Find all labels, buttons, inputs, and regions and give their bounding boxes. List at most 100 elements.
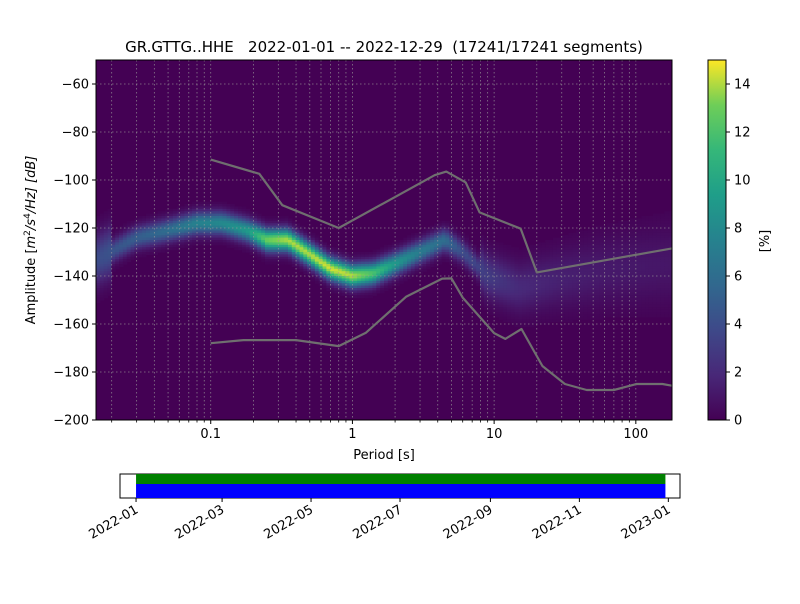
heatmap-cell — [625, 304, 631, 308]
heatmap-cell — [399, 256, 404, 260]
heatmap-cell — [215, 228, 220, 231]
heatmap-cell — [430, 264, 435, 267]
heatmap-cell — [480, 261, 485, 265]
heatmap-cell — [595, 278, 600, 282]
heatmap-cell — [526, 254, 531, 258]
heatmap-cell — [295, 225, 301, 229]
heatmap-cell — [529, 285, 535, 289]
heatmap-cell — [537, 290, 543, 294]
heatmap-cell — [487, 290, 493, 294]
heatmap-cell — [583, 256, 589, 260]
heatmap-cell — [157, 240, 162, 243]
heatmap-cell — [618, 273, 623, 277]
heatmap-cell — [587, 252, 592, 255]
heatmap-cell — [234, 230, 239, 234]
heatmap-cell — [622, 264, 627, 267]
heatmap-cell — [288, 256, 293, 260]
heatmap-cell — [526, 252, 531, 255]
heatmap-cell — [299, 247, 304, 251]
heatmap-cell — [648, 237, 654, 241]
heatmap-cell — [664, 285, 669, 289]
heatmap-cell — [291, 252, 297, 255]
heatmap-cell — [418, 237, 423, 241]
heatmap-cell — [303, 256, 308, 260]
heatmap-cell — [414, 266, 420, 270]
heatmap-cell — [537, 249, 543, 253]
heatmap-cell — [226, 230, 231, 234]
heatmap-cell — [599, 230, 604, 234]
heatmap-cell — [430, 230, 435, 234]
heatmap-cell — [188, 216, 193, 219]
heatmap-cell — [241, 232, 247, 236]
heatmap-cell — [176, 247, 182, 251]
heatmap-cell — [591, 302, 596, 306]
heatmap-cell — [249, 244, 255, 248]
heatmap-cell — [245, 232, 251, 236]
heatmap-cell — [261, 247, 266, 251]
heatmap-cell — [602, 302, 608, 306]
heatmap-cell — [222, 240, 228, 243]
heatmap-cell — [656, 218, 662, 222]
heatmap-cell — [652, 244, 658, 248]
heatmap-cell — [637, 312, 642, 315]
heatmap-cell — [618, 297, 623, 301]
heatmap-cell — [115, 252, 120, 255]
heatmap-cell — [572, 292, 577, 296]
heatmap-cell — [207, 211, 212, 215]
heatmap-cell — [549, 316, 554, 320]
heatmap-cell — [195, 220, 201, 224]
heatmap-cell — [652, 309, 658, 313]
heatmap-cell — [579, 237, 585, 241]
heatmap-cell — [387, 276, 393, 279]
heatmap-cell — [241, 220, 247, 224]
heatmap-cell — [245, 223, 251, 227]
heatmap-cell — [602, 254, 608, 258]
heatmap-cell — [453, 249, 458, 253]
heatmap-cell — [610, 271, 615, 275]
y-tick-label: −200 — [53, 414, 89, 429]
x-tick-label: 10 — [486, 427, 503, 442]
heatmap-cell — [480, 264, 485, 267]
heatmap-cell — [595, 273, 600, 277]
heatmap-cell — [487, 304, 493, 308]
heatmap-cell — [545, 302, 550, 306]
heatmap-cell — [564, 252, 569, 255]
colorbar-tick-label: 4 — [734, 318, 742, 333]
heatmap-cell — [545, 271, 550, 275]
heatmap-cell — [318, 266, 324, 270]
heatmap-cell — [599, 304, 604, 308]
heatmap-cell — [107, 213, 112, 217]
heatmap-cell — [353, 292, 358, 296]
heatmap-cell — [184, 211, 189, 215]
heatmap-cell — [591, 228, 596, 231]
heatmap-cell — [184, 240, 189, 243]
heatmap-cell — [606, 266, 612, 270]
heatmap-cell — [541, 256, 546, 260]
heatmap-cell — [583, 244, 589, 248]
heatmap-cell — [595, 230, 600, 234]
heatmap-cell — [230, 228, 235, 231]
heatmap-cell — [464, 237, 470, 241]
heatmap-cell — [499, 278, 504, 282]
heatmap-cell — [637, 309, 642, 313]
heatmap-cell — [238, 225, 243, 229]
heatmap-cell — [376, 276, 381, 279]
heatmap-cell — [238, 216, 243, 219]
heatmap-cell — [272, 230, 278, 234]
heatmap-cell — [468, 244, 473, 248]
heatmap-cell — [587, 302, 592, 306]
heatmap-cell — [637, 237, 642, 241]
heatmap-cell — [622, 252, 627, 255]
heatmap-cell — [119, 259, 124, 263]
heatmap-cell — [245, 249, 251, 253]
lower-noise-model-line — [210, 277, 672, 392]
heatmap-cell — [153, 252, 159, 255]
heatmap-cell — [629, 225, 635, 229]
heatmap-cell — [407, 264, 412, 267]
heatmap-cell — [322, 242, 327, 246]
heatmap-cell — [207, 208, 212, 212]
heatmap-cell — [503, 259, 508, 263]
heatmap-cell — [472, 254, 477, 258]
heatmap-cell — [648, 302, 654, 306]
heatmap-cell — [199, 201, 205, 205]
